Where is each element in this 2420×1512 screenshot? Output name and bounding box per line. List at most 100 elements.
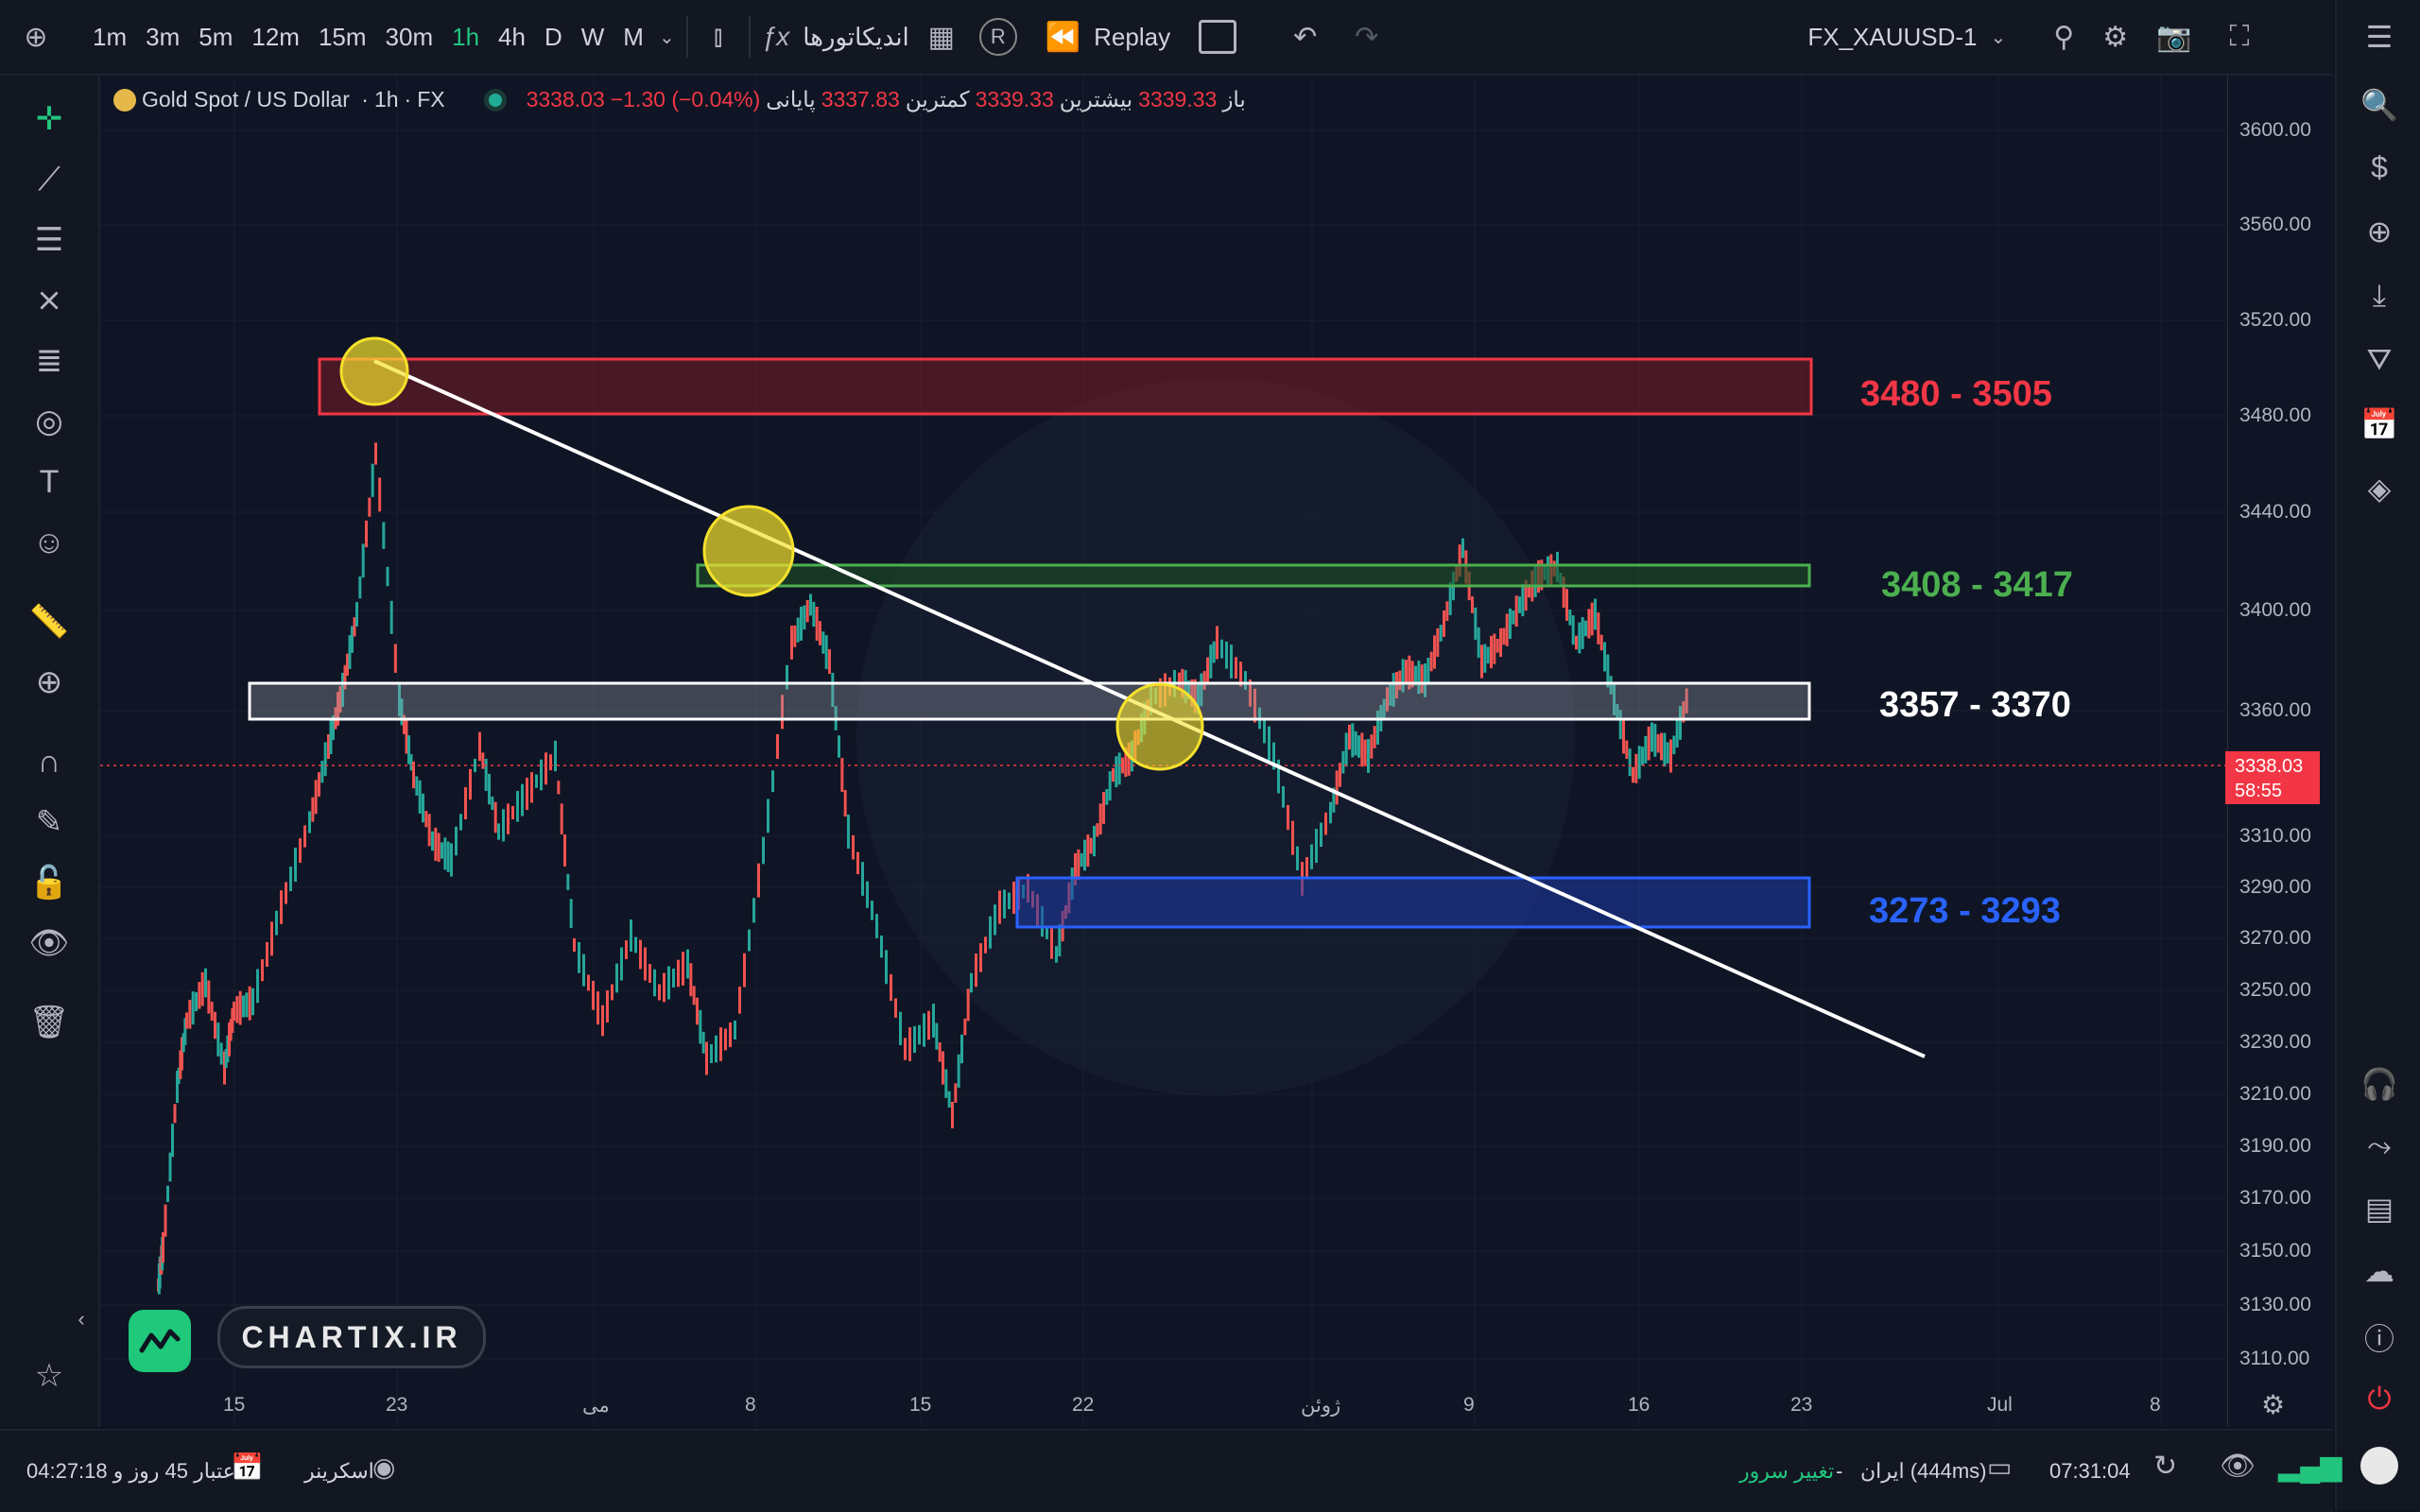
fib-icon[interactable]: ≣ — [35, 343, 63, 379]
candle — [1373, 726, 1376, 748]
emoji-icon[interactable]: ☺ — [32, 524, 66, 560]
camera-icon[interactable]: 📷 — [2156, 21, 2192, 53]
candle — [1077, 849, 1080, 881]
indicators-icon[interactable]: ƒx — [761, 22, 790, 51]
chevron-down-icon[interactable]: ⌄ — [1990, 26, 2007, 48]
rectangle-icon[interactable] — [1199, 20, 1237, 54]
support-icon[interactable]: 🎧 — [2360, 1067, 2398, 1101]
timeframe-5m[interactable]: 5m — [199, 22, 233, 51]
eye-icon[interactable]: 👁 — [2220, 1451, 2256, 1482]
candle — [294, 848, 297, 882]
add-alert-icon[interactable]: ⊕ — [2366, 215, 2393, 249]
fullscreen-icon[interactable]: ⛶ — [2229, 21, 2250, 52]
axis-settings-icon[interactable]: ⚙ — [2261, 1390, 2286, 1419]
alert-icon[interactable]: R — [978, 18, 1017, 56]
candle — [251, 988, 254, 1016]
calendar-icon[interactable]: 📅 — [231, 1452, 264, 1482]
candle — [418, 780, 422, 814]
avatar[interactable] — [2354, 1440, 2405, 1491]
candle — [944, 1069, 948, 1098]
templates-icon[interactable]: ▦ — [927, 21, 955, 53]
trend-line-icon[interactable]: ⟋ — [38, 161, 60, 198]
candle — [1117, 752, 1121, 785]
quick-search-icon[interactable]: ⚲ — [2053, 21, 2075, 53]
horizontal-lines-icon[interactable]: ☰ — [34, 222, 64, 258]
layers-icon[interactable]: ◈ — [2367, 472, 2392, 506]
candle — [389, 600, 393, 634]
zone-resistance-red[interactable] — [318, 357, 1813, 416]
magnet-icon[interactable]: ∩ — [37, 743, 61, 780]
timeframe-3m[interactable]: 3m — [146, 22, 181, 51]
candle — [648, 964, 651, 983]
info-icon[interactable]: ⓘ — [2363, 1322, 2394, 1356]
add-symbol-icon[interactable]: ⊕ — [24, 21, 48, 53]
zone-pivot-white[interactable] — [248, 681, 1811, 721]
timeframe-1h[interactable]: 1h — [452, 22, 480, 51]
candle — [1206, 657, 1209, 685]
search-chart-icon[interactable]: 🔍 — [2360, 88, 2398, 122]
chart-canvas[interactable] — [100, 76, 2227, 1427]
legend-title[interactable]: Gold Spot / US Dollar — [142, 87, 350, 112]
time-tick-label: 23 — [1790, 1394, 1813, 1416]
gear-icon[interactable]: ⚙ — [2102, 21, 2129, 53]
pattern-icon[interactable]: ⨯ — [35, 283, 63, 318]
timeframe-30m[interactable]: 30m — [385, 22, 434, 51]
cloud-icon[interactable]: ☁ — [2364, 1254, 2394, 1288]
crosshair-icon[interactable]: ✛ — [35, 101, 63, 137]
download-icon[interactable]: ⤓ — [2372, 278, 2387, 312]
timeframe-W[interactable]: W — [580, 22, 605, 51]
trash-icon[interactable]: 🗑 — [28, 1005, 70, 1040]
candle — [1568, 610, 1572, 626]
candle — [1360, 732, 1364, 767]
candle — [427, 814, 431, 847]
timeframe-1m[interactable]: 1m — [93, 22, 128, 51]
lock-icon[interactable]: 🔓 — [28, 865, 70, 901]
undo-icon[interactable]: ↶ — [1293, 21, 1318, 53]
ruler-icon[interactable]: 📏 — [28, 604, 70, 640]
time-tick-label: 15 — [223, 1394, 246, 1416]
screener-button[interactable]: اسکرینر — [304, 1459, 374, 1483]
refresh-icon[interactable]: ↻ — [2153, 1451, 2178, 1482]
chevron-down-icon[interactable]: ⌄ — [658, 26, 675, 48]
menu-icon[interactable]: ☰ — [2365, 20, 2394, 54]
candle — [875, 914, 878, 938]
timeframe-12m[interactable]: 12m — [251, 22, 300, 51]
news-icon[interactable]: ▤ — [2364, 1192, 2394, 1226]
shapes-icon[interactable]: ◎ — [35, 404, 63, 439]
timeframe-4h[interactable]: 4h — [498, 22, 526, 51]
power-icon[interactable]: ⏻ — [2367, 1382, 2392, 1416]
candle — [210, 1001, 214, 1022]
symbol-selector[interactable]: FX_XAUUSD-1 — [1807, 22, 1978, 51]
zoom-in-icon[interactable]: ⊕ — [35, 664, 63, 700]
candle — [1644, 735, 1648, 764]
replay-icon[interactable]: ⏪ — [1045, 21, 1081, 53]
touch-point-circle[interactable] — [702, 505, 795, 597]
radar-icon[interactable]: ◉ — [372, 1452, 396, 1482]
dollar-icon[interactable]: $ — [2371, 149, 2388, 184]
visibility-icon[interactable]: 👁 — [28, 925, 70, 961]
star-icon[interactable]: ☆ — [34, 1358, 64, 1394]
candle — [1190, 679, 1194, 707]
calendar-icon[interactable]: 📅 — [2360, 407, 2398, 441]
candle-style-icon[interactable]: ⫾ — [713, 21, 723, 52]
chart-svg — [100, 76, 2227, 1427]
filter-icon[interactable]: ⛛ — [2366, 342, 2393, 376]
replay-button[interactable]: Replay — [1094, 22, 1171, 51]
timeframe-D[interactable]: D — [544, 22, 562, 51]
status-bar: اعتبار 45 روز و 04:27:18 📅 اسکرینر ◉ تغی… — [0, 1429, 2342, 1512]
draw-mode-icon[interactable]: ✎ — [35, 804, 63, 840]
timeframe-M[interactable]: M — [623, 22, 644, 51]
zone-resistance-green[interactable] — [696, 563, 1811, 588]
candle — [214, 1011, 216, 1040]
text-icon[interactable]: T — [39, 463, 60, 500]
touch-point-circle[interactable] — [339, 336, 409, 406]
collapse-icon[interactable]: ‹ — [78, 1307, 85, 1331]
zone-support-blue[interactable] — [1015, 876, 1811, 929]
change-server-link[interactable]: تغییر سرور — [1739, 1459, 1835, 1483]
share-icon[interactable]: ⤳ — [2367, 1128, 2392, 1162]
timeframe-15m[interactable]: 15m — [318, 22, 367, 51]
touch-point-circle[interactable] — [1115, 682, 1204, 771]
redo-icon[interactable]: ↷ — [1355, 21, 1379, 53]
legend-low-value: 3337.83 — [821, 87, 900, 112]
indicators-button[interactable]: اندیکاتورها — [803, 22, 909, 51]
